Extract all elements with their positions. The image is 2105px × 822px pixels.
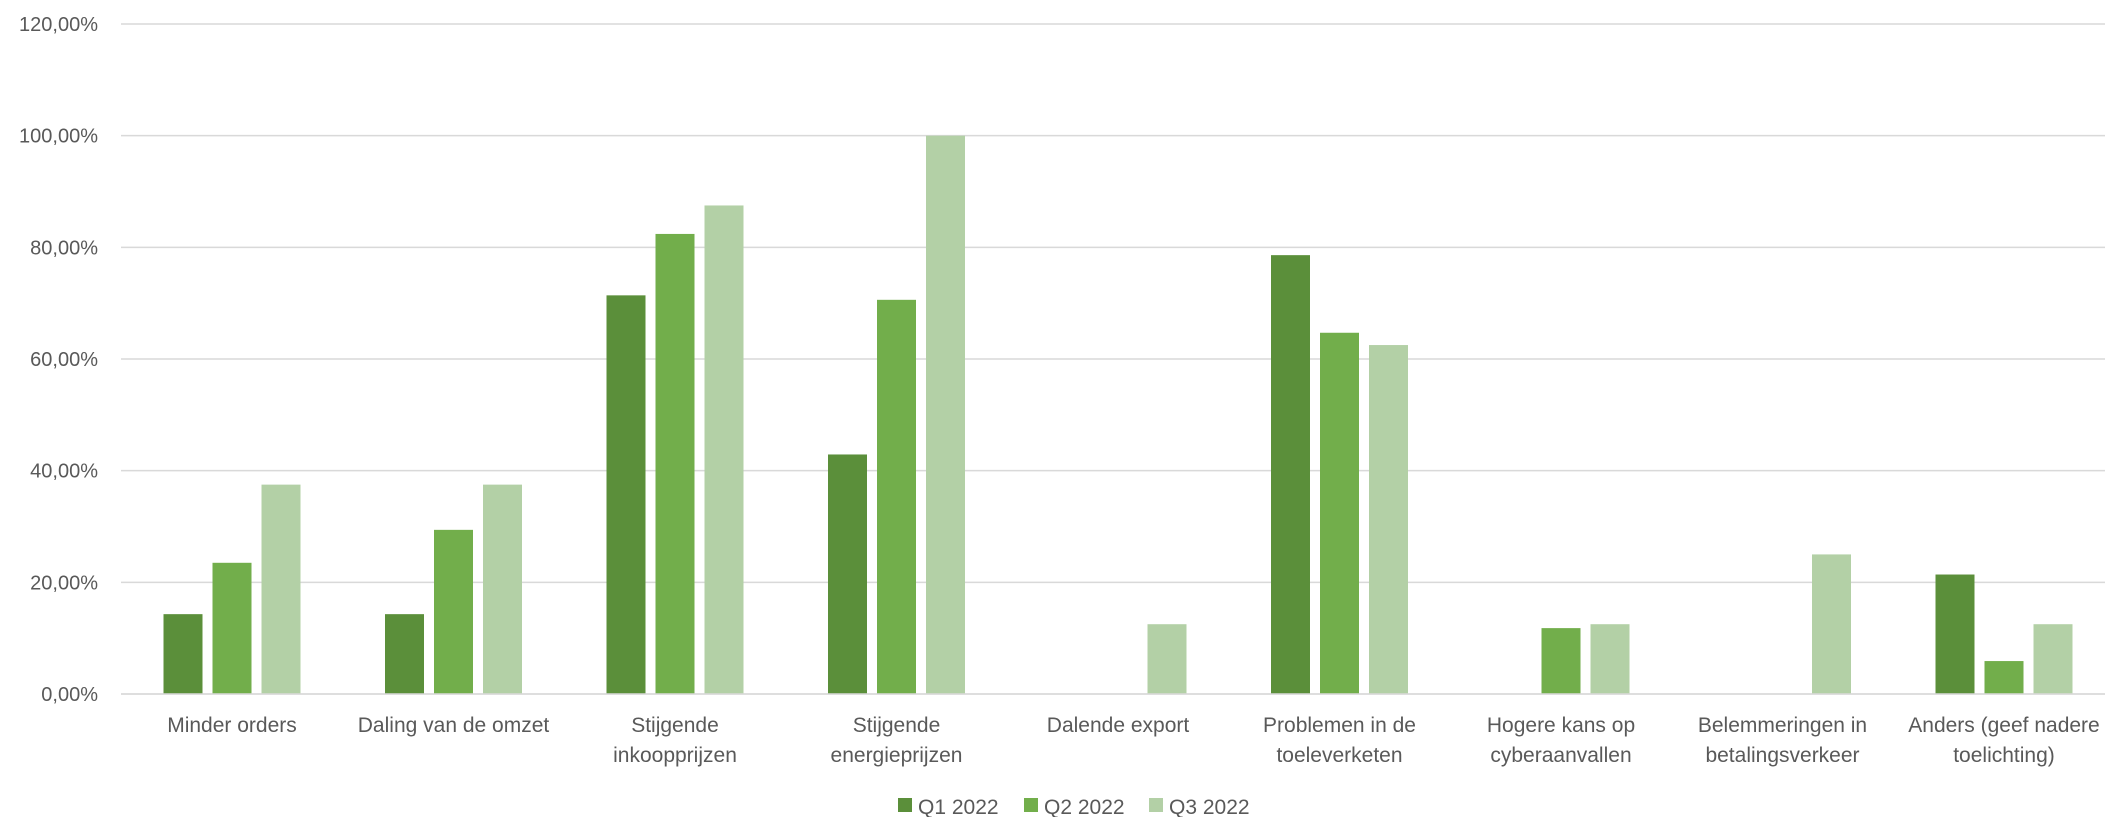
- grid-layer: [121, 23, 2105, 695]
- x-category-label: Stijgende energieprijzen: [831, 714, 963, 767]
- y-tick-label: 40,00%: [30, 461, 98, 483]
- legend-swatch: [898, 798, 912, 812]
- y-tick-label: 120,00%: [19, 14, 98, 36]
- bar-q2-2022-cat-8: [1984, 661, 2024, 694]
- bar-q3-2022-cat-3: [926, 135, 965, 694]
- y-tick-label: 100,00%: [19, 126, 98, 148]
- x-category-label: Daling van de omzet: [358, 714, 550, 737]
- bar-q1-2022-cat-8: [1935, 574, 1975, 694]
- legend-label: Q2 2022: [1044, 796, 1125, 817]
- bar-q3-2022-cat-1: [483, 484, 522, 694]
- bar-q1-2022-cat-5: [1271, 255, 1310, 694]
- bar-q3-2022-cat-4: [1147, 624, 1187, 694]
- x-category-label: Dalende export: [1047, 714, 1190, 737]
- bar-q1-2022-cat-3: [828, 454, 867, 694]
- y-tick-label: 80,00%: [30, 237, 98, 259]
- bar-q2-2022-cat-5: [1320, 332, 1359, 694]
- bar-q2-2022-cat-3: [877, 299, 916, 694]
- y-tick-label: 20,00%: [30, 572, 98, 594]
- y-tick-label: 0,00%: [41, 684, 98, 706]
- x-category-label: Hogere kans op cyberaanvallen: [1487, 714, 1635, 767]
- bar-q2-2022-cat-1: [434, 529, 473, 694]
- bar-q3-2022-cat-5: [1369, 345, 1408, 694]
- legend-swatch: [1024, 798, 1038, 812]
- bar-q2-2022-cat-2: [655, 233, 695, 694]
- x-category-label: Minder orders: [167, 714, 297, 737]
- bar-q3-2022-cat-6: [1590, 624, 1630, 694]
- legend-swatch: [1149, 798, 1163, 812]
- bar-q2-2022-cat-6: [1541, 628, 1581, 694]
- x-category-label: Stijgende inkoopprijzen: [613, 714, 737, 767]
- bar-q3-2022-cat-0: [261, 484, 301, 694]
- bar-q3-2022-cat-8: [2033, 624, 2073, 694]
- bar-q1-2022-cat-0: [163, 614, 203, 694]
- x-category-label: Anders (geef nadere toelichting): [1908, 714, 2099, 767]
- axis-layer: 0,00% 20,00% 40,00% 60,00% 80,00% 100,00% 120,…: [19, 14, 2105, 767]
- bar-layer: [163, 135, 2073, 695]
- y-tick-label: 60,00%: [30, 349, 98, 371]
- legend-label: Q3 2022: [1169, 796, 1250, 817]
- x-category-label: Problemen in de toeleverketen: [1263, 714, 1416, 767]
- bar-q3-2022-cat-2: [704, 205, 744, 695]
- legend: Q1 2022 Q2 2022 Q3 2022: [898, 796, 1250, 819]
- x-category-label: Belemmeringen in betalingsverkeer: [1698, 714, 1867, 767]
- bar-q1-2022-cat-1: [385, 614, 424, 694]
- bar-q1-2022-cat-2: [606, 295, 646, 694]
- bar-q2-2022-cat-0: [212, 562, 252, 694]
- bar-q3-2022-cat-7: [1812, 554, 1851, 694]
- legend-label: Q1 2022: [918, 796, 999, 817]
